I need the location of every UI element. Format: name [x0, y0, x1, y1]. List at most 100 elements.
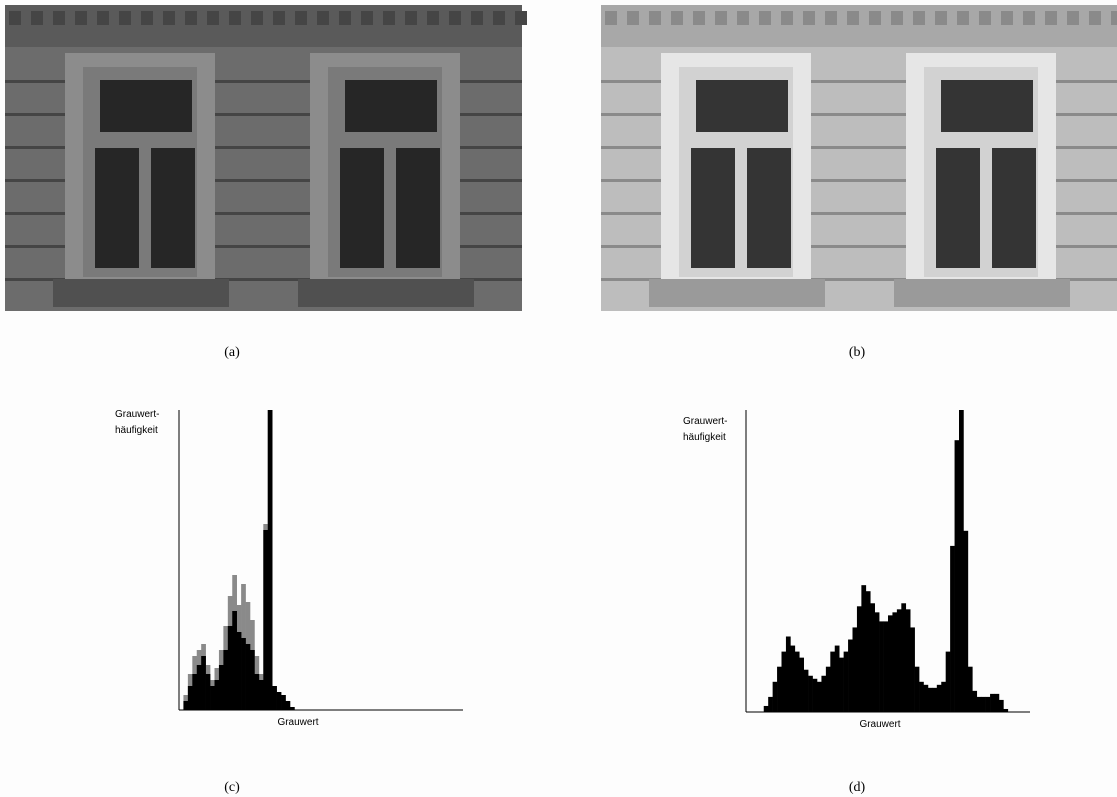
dentil	[471, 11, 483, 25]
dentil	[361, 11, 373, 25]
bar	[835, 646, 840, 712]
bar	[986, 697, 991, 712]
bar	[915, 667, 920, 712]
caption: (d)	[849, 780, 866, 795]
dentil	[935, 11, 947, 25]
bar	[246, 644, 251, 710]
bar	[250, 650, 255, 710]
sill	[894, 279, 1070, 307]
bar	[972, 691, 977, 712]
bar	[875, 612, 880, 712]
dentil	[75, 11, 87, 25]
bar	[848, 640, 853, 712]
dentil	[913, 11, 925, 25]
glass	[340, 148, 384, 268]
dentil	[251, 11, 263, 25]
glass	[151, 148, 195, 268]
bar	[813, 679, 818, 712]
bar	[210, 686, 215, 710]
bar	[764, 706, 769, 712]
bar	[932, 688, 937, 712]
x-axis-label: Grauwert	[859, 719, 900, 730]
dentil	[1111, 11, 1117, 25]
dentil	[979, 11, 991, 25]
caption: (c)	[224, 780, 240, 795]
glass	[691, 148, 735, 268]
dentil	[627, 11, 639, 25]
bar	[959, 410, 964, 712]
bar	[237, 632, 242, 710]
glass	[100, 80, 192, 132]
dentil	[141, 11, 153, 25]
dentil	[97, 11, 109, 25]
dentil	[383, 11, 395, 25]
glass	[696, 80, 788, 132]
bar	[799, 658, 804, 712]
bar	[910, 627, 915, 712]
y-axis-label: Grauwert-	[115, 409, 159, 420]
bar	[232, 611, 237, 710]
dentil	[119, 11, 131, 25]
dentil	[339, 11, 351, 25]
dentil	[715, 11, 727, 25]
glass	[95, 148, 139, 268]
bar	[808, 676, 813, 712]
dentil	[825, 11, 837, 25]
bar	[768, 697, 773, 712]
bar	[946, 652, 951, 712]
bar	[906, 609, 911, 712]
bar	[995, 694, 1000, 712]
dentil	[1089, 11, 1101, 25]
photo-b	[601, 5, 1117, 311]
bar	[206, 674, 211, 710]
y-axis-label: häufigkeit	[115, 425, 158, 436]
bar	[286, 701, 291, 710]
bar	[857, 606, 862, 712]
bar	[183, 701, 188, 710]
bar	[892, 612, 897, 712]
bar	[268, 410, 273, 710]
dentil	[427, 11, 439, 25]
bar	[272, 686, 277, 710]
dentil	[493, 11, 505, 25]
bar	[999, 700, 1004, 712]
bar	[919, 682, 924, 712]
bar	[977, 697, 982, 712]
dentil	[957, 11, 969, 25]
bar	[254, 674, 259, 710]
bar	[968, 667, 973, 712]
dentil	[803, 11, 815, 25]
sill	[649, 279, 825, 307]
bar	[277, 692, 282, 710]
glass	[936, 148, 980, 268]
x-axis-label: Grauwert	[277, 717, 318, 728]
bar	[219, 665, 224, 710]
bar	[839, 658, 844, 712]
glass	[941, 80, 1033, 132]
bar	[853, 627, 858, 712]
bar	[192, 674, 197, 710]
bar	[928, 688, 933, 712]
dentil	[1045, 11, 1057, 25]
bar	[924, 685, 929, 712]
bar	[990, 694, 995, 712]
bar	[950, 546, 955, 712]
bar	[866, 591, 871, 712]
dentil	[781, 11, 793, 25]
bar	[901, 603, 906, 712]
bar	[888, 615, 893, 712]
bar	[773, 682, 778, 712]
bar	[963, 531, 968, 712]
dentil	[229, 11, 241, 25]
dentil	[1067, 11, 1079, 25]
bar	[821, 676, 826, 712]
bar	[263, 530, 268, 710]
bar	[223, 650, 228, 710]
figure: (a) (b) Grauwert-häufigkeitGrauwert(c)Gr…	[0, 0, 1117, 797]
dentil	[295, 11, 307, 25]
bar	[937, 685, 942, 712]
caption: (b)	[849, 345, 866, 360]
bar	[786, 637, 791, 713]
dentil	[891, 11, 903, 25]
dentil	[273, 11, 285, 25]
